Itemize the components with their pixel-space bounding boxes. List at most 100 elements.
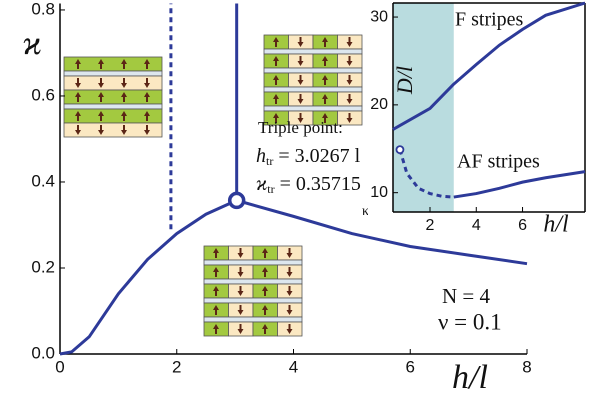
arrow-icon <box>322 56 328 66</box>
x-tick-label: 2 <box>426 217 435 234</box>
point-marker <box>395 145 405 155</box>
x-axis-label: h/l <box>452 359 488 396</box>
x-tick-label: 8 <box>522 357 531 376</box>
arrow-icon <box>322 75 328 85</box>
gap <box>263 86 363 93</box>
arrow-icon <box>75 125 81 135</box>
arrow-icon <box>237 267 244 277</box>
arrow-icon <box>286 248 293 258</box>
point-marker <box>227 191 246 210</box>
arrow-icon <box>346 56 353 66</box>
arrow-icon <box>98 92 104 102</box>
arrow-icon <box>98 78 104 88</box>
annotation: Triple point: <box>258 118 343 137</box>
x-tick-label: 6 <box>406 357 415 376</box>
shaded-region <box>393 3 454 212</box>
curve <box>453 170 586 199</box>
arrow-icon <box>144 92 150 102</box>
arrow-icon <box>121 111 127 121</box>
gap <box>203 259 303 266</box>
y-axis-label: D/l <box>392 66 417 95</box>
y-tick-label: 0.8 <box>31 0 55 18</box>
arrow-icon <box>144 125 150 135</box>
gap <box>63 103 163 110</box>
arrow-icon <box>98 59 104 69</box>
series-label: AF stripes <box>457 151 540 173</box>
arrow-icon <box>286 324 293 334</box>
arrow-icon <box>262 248 268 258</box>
arrow-icon <box>144 78 150 88</box>
arrow-icon <box>297 94 304 104</box>
arrow-icon <box>297 37 304 47</box>
gap <box>263 48 363 55</box>
y-tick-label: 0.6 <box>31 85 55 104</box>
curve <box>392 1 586 131</box>
arrow-icon <box>213 324 219 334</box>
arrow-icon <box>346 113 353 123</box>
annotation: N = 4 <box>442 284 491 308</box>
y-tick-label: 30 <box>370 8 388 25</box>
y-tick-label: 0.2 <box>31 257 55 276</box>
annotation: htr = 3.0267 l <box>256 145 361 168</box>
arrow-icon <box>237 305 244 315</box>
symbol: h <box>256 145 266 167</box>
value-text: = 0.35715 <box>275 173 361 195</box>
arrow-icon <box>346 94 353 104</box>
arrow-icon <box>144 111 150 121</box>
arrow-icon <box>75 59 81 69</box>
curve <box>398 149 454 199</box>
arrow-icon <box>98 111 104 121</box>
arrow-icon <box>237 248 244 258</box>
arrow-icon <box>121 59 127 69</box>
inset-bg-labels <box>368 3 393 215</box>
x-tick-label: 4 <box>472 217 481 234</box>
gap <box>203 297 303 304</box>
arrow-icon <box>75 92 81 102</box>
arrow-icon <box>322 113 328 123</box>
gap <box>203 278 303 285</box>
arrow-icon <box>213 267 219 277</box>
arrow-icon <box>98 125 104 135</box>
arrow-icon <box>121 92 127 102</box>
arrow-icon <box>346 75 353 85</box>
gap <box>263 105 363 112</box>
value-text: = 3.0267 l <box>273 145 360 167</box>
x-tick-label: 4 <box>289 357 298 376</box>
x-axis-label: h/l <box>543 212 569 238</box>
arrow-icon <box>213 248 219 258</box>
arrow-icon <box>262 267 268 277</box>
arrow-icon <box>322 37 328 47</box>
gap <box>263 67 363 74</box>
series-label: F stripes <box>455 9 524 31</box>
x-tick-label: 0 <box>55 357 64 376</box>
arrow-icon <box>273 37 279 47</box>
gap <box>203 316 303 323</box>
arrow-icon <box>75 111 81 121</box>
subscript: tr <box>266 154 273 168</box>
arrow-icon <box>273 94 279 104</box>
arrow-icon <box>297 56 304 66</box>
arrow-icon <box>237 286 244 296</box>
curve <box>59 198 528 356</box>
arrow-icon <box>273 113 279 123</box>
x-tick-label: 2 <box>172 357 181 376</box>
arrow-icon <box>213 286 219 296</box>
symbol: ϰ <box>256 173 267 195</box>
x-tick-label: 6 <box>518 217 527 234</box>
y-tick-label: 10 <box>370 184 388 201</box>
arrow-icon <box>346 37 353 47</box>
arrow-icon <box>262 324 268 334</box>
arrow-icon <box>273 56 279 66</box>
arrow-icon <box>121 125 127 135</box>
arrow-icon <box>237 324 244 334</box>
arrow-icon <box>297 75 304 85</box>
arrow-icon <box>262 305 268 315</box>
y-axis-label: ϰ <box>22 25 41 62</box>
annotation: ν = 0.1 <box>438 309 502 334</box>
annotation: ϰtr = 0.35715 <box>256 173 361 196</box>
y-tick-label: 20 <box>370 96 388 113</box>
arrow-icon <box>213 305 219 315</box>
annotation: κ <box>362 204 369 219</box>
arrow-icon <box>286 305 293 315</box>
